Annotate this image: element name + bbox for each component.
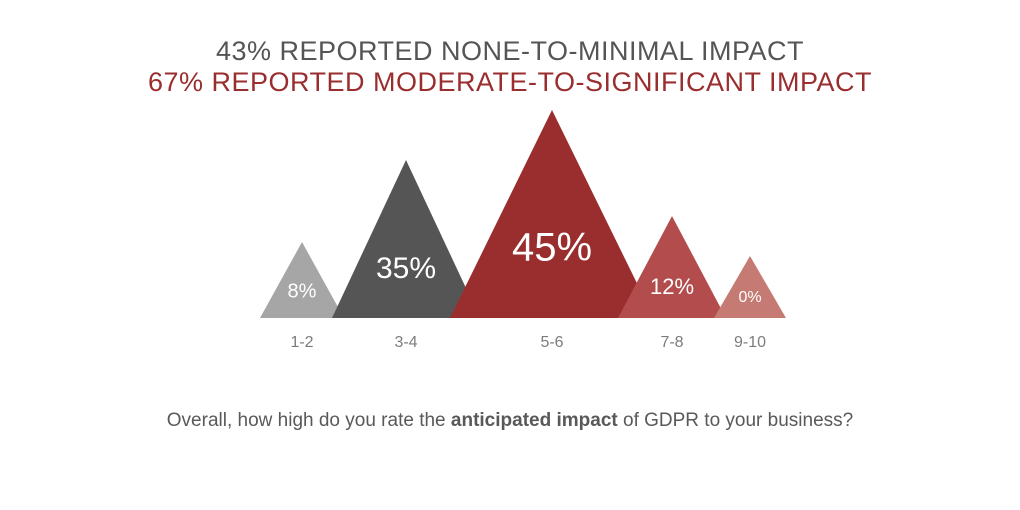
x-label-1-2: 1-2	[290, 334, 313, 352]
headline-minimal: 43% REPORTED NONE-TO-MINIMAL IMPACT	[0, 36, 1020, 67]
triangle-7-8	[618, 216, 726, 318]
triangle-3-4	[332, 160, 480, 318]
triangle-label-5-6: 45%	[512, 226, 592, 270]
x-label-9-10: 9-10	[734, 334, 766, 352]
triangle-label-3-4: 35%	[376, 252, 436, 285]
triangle-label-7-8: 12%	[650, 274, 694, 299]
triangle-label-1-2: 8%	[288, 280, 317, 302]
triangle-label-9-10: 0%	[738, 289, 761, 306]
question-bold: anticipated impact	[451, 410, 618, 431]
triangle-svg: 8% 35% 45% 12% 0%	[230, 106, 790, 326]
x-label-5-6: 5-6	[540, 334, 563, 352]
headline-moderate: 67% REPORTED MODERATE-TO-SIGNIFICANT IMP…	[0, 67, 1020, 98]
x-label-7-8: 7-8	[660, 334, 683, 352]
survey-question: Overall, how high do you rate the antici…	[0, 410, 1020, 432]
question-post: of GDPR to your business?	[618, 410, 854, 431]
triangle-chart: 8% 35% 45% 12% 0% 1-2 3-4 5-6 7-8 9-10	[0, 106, 1020, 358]
triangle-5-6	[450, 110, 654, 318]
x-label-3-4: 3-4	[394, 334, 417, 352]
question-pre: Overall, how high do you rate the	[167, 410, 451, 431]
triangle-9-10	[714, 256, 786, 318]
x-axis-labels: 1-2 3-4 5-6 7-8 9-10	[230, 334, 790, 358]
headlines: 43% REPORTED NONE-TO-MINIMAL IMPACT 67% …	[0, 0, 1020, 98]
